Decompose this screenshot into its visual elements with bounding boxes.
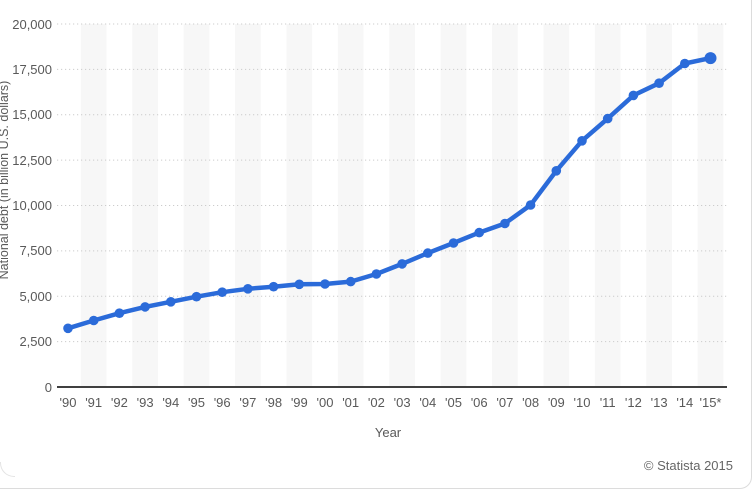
data-point	[294, 279, 305, 290]
x-tick-label: '96	[213, 395, 231, 410]
data-point	[628, 90, 639, 101]
data-point	[243, 284, 253, 294]
year-band	[594, 24, 621, 387]
x-tick-label: '97	[239, 395, 257, 410]
y-tick-label: 20,000	[12, 16, 52, 32]
y-axis-title: National debt (in billion U.S. dollars)	[0, 81, 11, 280]
x-tick-label: '10	[573, 395, 591, 410]
data-point	[63, 323, 73, 334]
data-point	[320, 279, 330, 289]
data-point	[371, 269, 382, 279]
x-tick-label: '00	[316, 395, 334, 410]
data-point	[525, 200, 536, 210]
data-point	[551, 166, 562, 176]
data-point	[191, 291, 202, 302]
x-tick-label: '08	[522, 395, 540, 410]
y-tick-label: 0	[44, 379, 52, 395]
x-tick-label: '06	[470, 395, 488, 410]
data-point	[345, 276, 356, 287]
x-tick-label: '99	[290, 395, 308, 410]
plot-background-bands	[80, 24, 724, 387]
data-point	[114, 308, 125, 319]
data-point	[602, 113, 613, 124]
data-point	[448, 238, 459, 248]
data-series	[63, 52, 717, 334]
data-point	[140, 302, 150, 312]
y-tick-label: 15,000	[12, 107, 52, 123]
y-tick-label: 10,000	[12, 198, 52, 213]
y-tick-label: 5,000	[19, 288, 52, 304]
x-tick-label: '03	[393, 395, 411, 410]
year-band	[286, 24, 313, 387]
data-point	[88, 315, 99, 326]
x-tick-label: '12	[624, 395, 642, 410]
data-point	[397, 259, 407, 269]
x-tick-label: '92	[110, 395, 128, 410]
data-point	[423, 248, 433, 258]
x-tick-label: '05	[445, 395, 462, 410]
y-tick-label: 2,500	[19, 334, 52, 350]
data-point	[166, 297, 176, 307]
gridlines	[57, 23, 727, 388]
x-tick-label: '13	[650, 395, 668, 410]
x-tick-label: '93	[136, 395, 154, 410]
data-point	[268, 281, 279, 292]
copyright-note: © Statista 2015	[643, 458, 733, 473]
x-tick-label: '98	[265, 395, 283, 410]
x-tick-label: '14	[676, 395, 694, 410]
data-point	[500, 218, 510, 229]
data-point	[217, 287, 227, 298]
x-tick-label: '91	[85, 395, 103, 410]
year-band	[235, 24, 261, 387]
x-axis-title: Year	[374, 425, 402, 440]
data-point	[704, 52, 717, 65]
y-tick-label: 7,500	[19, 243, 52, 259]
x-tick-label: '09	[547, 395, 565, 410]
national-debt-line-chart: National debt (in billion U.S. dollars)	[0, 23, 727, 388]
x-tick-label: '15*	[699, 395, 722, 410]
data-point	[474, 227, 485, 238]
x-tick-label: '01	[342, 395, 360, 410]
x-tick-label: '07	[496, 395, 514, 410]
x-tick-label: '02	[367, 395, 385, 410]
data-point	[680, 58, 690, 69]
x-tick-label: '04	[419, 395, 437, 410]
x-tick-label: '95	[188, 395, 205, 410]
year-band	[543, 24, 570, 387]
x-tick-label: '90	[59, 395, 77, 410]
y-tick-label: 17,500	[12, 61, 52, 77]
x-tick-label: '11	[599, 395, 616, 410]
y-tick-label: 12,500	[12, 152, 52, 168]
data-point	[654, 78, 664, 88]
x-tick-label: '94	[162, 395, 180, 410]
data-point	[577, 136, 587, 146]
